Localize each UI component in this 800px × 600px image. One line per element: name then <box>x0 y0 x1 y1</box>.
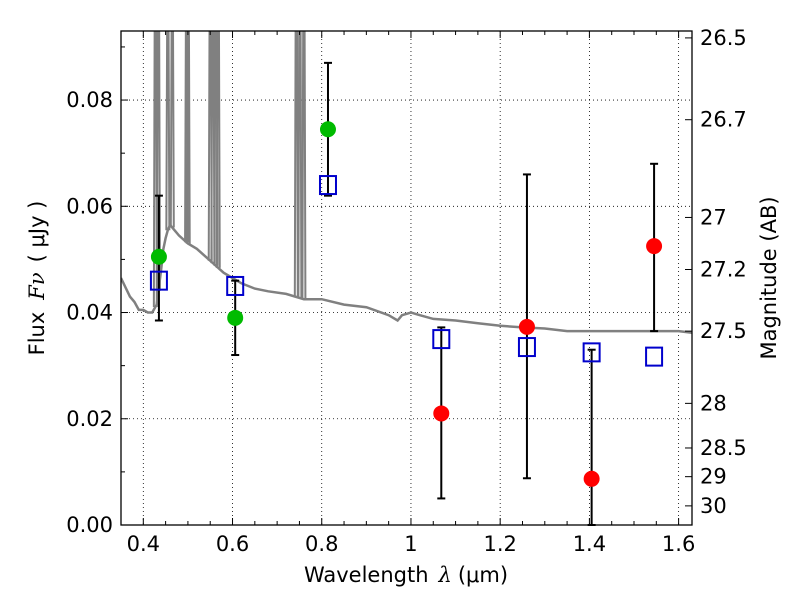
y-tick-label: 0.06 <box>66 194 113 218</box>
y-axis-unit: ( μJy ) <box>25 201 49 263</box>
emission-line <box>297 31 303 299</box>
x-tick-label: 1 <box>404 532 417 556</box>
model-square-marker <box>226 275 245 296</box>
x-axis-symbol: λ <box>438 563 452 587</box>
mag-tick-label: 26.7 <box>700 108 747 132</box>
emission-line <box>185 31 191 244</box>
mag-tick-label: 27.2 <box>700 258 747 282</box>
data-point <box>646 238 663 255</box>
data-point <box>583 470 600 487</box>
y2-axis-label: Magnitude (AB) <box>757 196 781 359</box>
model-square-marker <box>318 175 337 196</box>
model-square-marker <box>517 337 536 358</box>
x-axis-label-text: Wavelength <box>304 563 429 587</box>
x-axis-unit: (μm) <box>458 563 508 587</box>
y-axis-symbol: Fν <box>25 272 49 301</box>
y-axis-ticks: 0.00 0.02 0.04 0.06 0.08 <box>66 46 128 537</box>
data-point <box>227 309 244 326</box>
model-square-marker <box>432 329 451 350</box>
mag-tick-label: 30 <box>700 494 727 518</box>
model-square-marker <box>149 270 168 291</box>
y-tick-label: 0.02 <box>66 407 113 431</box>
x-tick-label: 1.4 <box>573 532 606 556</box>
x-tick-label: 1.2 <box>483 532 516 556</box>
data-point <box>518 318 535 335</box>
y-axis-label-text: Flux <box>25 312 49 356</box>
model-square-marker <box>582 342 601 363</box>
mag-tick-label: 28.5 <box>700 436 747 460</box>
y-tick-label: 0.00 <box>66 513 113 537</box>
mag-tick-label: 28 <box>700 391 727 415</box>
data-point <box>150 248 167 265</box>
markers <box>149 121 664 487</box>
mag-tick-label: 26.5 <box>700 26 747 50</box>
x-axis-ticks: 0.4 0.6 0.8 1 1.2 1.4 1.6 <box>120 31 695 556</box>
emission-line <box>293 31 299 297</box>
plot-background <box>121 31 692 525</box>
mag-tick-label: 27 <box>700 205 727 229</box>
emission-line <box>215 31 221 268</box>
x-axis-label: Wavelength λ (μm) <box>304 563 508 587</box>
y-axis-label: Flux Fν ( μJy ) <box>25 201 49 356</box>
plot-frame <box>120 30 693 526</box>
emission-line <box>155 31 161 291</box>
data-point <box>319 121 336 138</box>
y-tick-label: 0.04 <box>66 301 113 325</box>
emission-line <box>169 31 175 228</box>
emission-line <box>165 31 171 231</box>
x-tick-label: 1.6 <box>662 532 695 556</box>
x-tick-label: 0.6 <box>216 532 249 556</box>
emission-line <box>301 31 307 300</box>
x-tick-label: 0.4 <box>127 532 160 556</box>
y-tick-label: 0.08 <box>66 88 113 112</box>
data-point <box>433 405 450 422</box>
mag-tick-label: 27.5 <box>700 319 747 343</box>
y2-axis-label-text: Magnitude (AB) <box>757 196 781 359</box>
x-tick-label: 0.8 <box>305 532 338 556</box>
model-square-marker <box>645 346 664 367</box>
mag-tick-label: 29 <box>700 465 727 489</box>
magnitude-axis-ticks: 26.5 26.7 27 27.2 27.5 28 28.5 29 30 <box>685 26 747 518</box>
